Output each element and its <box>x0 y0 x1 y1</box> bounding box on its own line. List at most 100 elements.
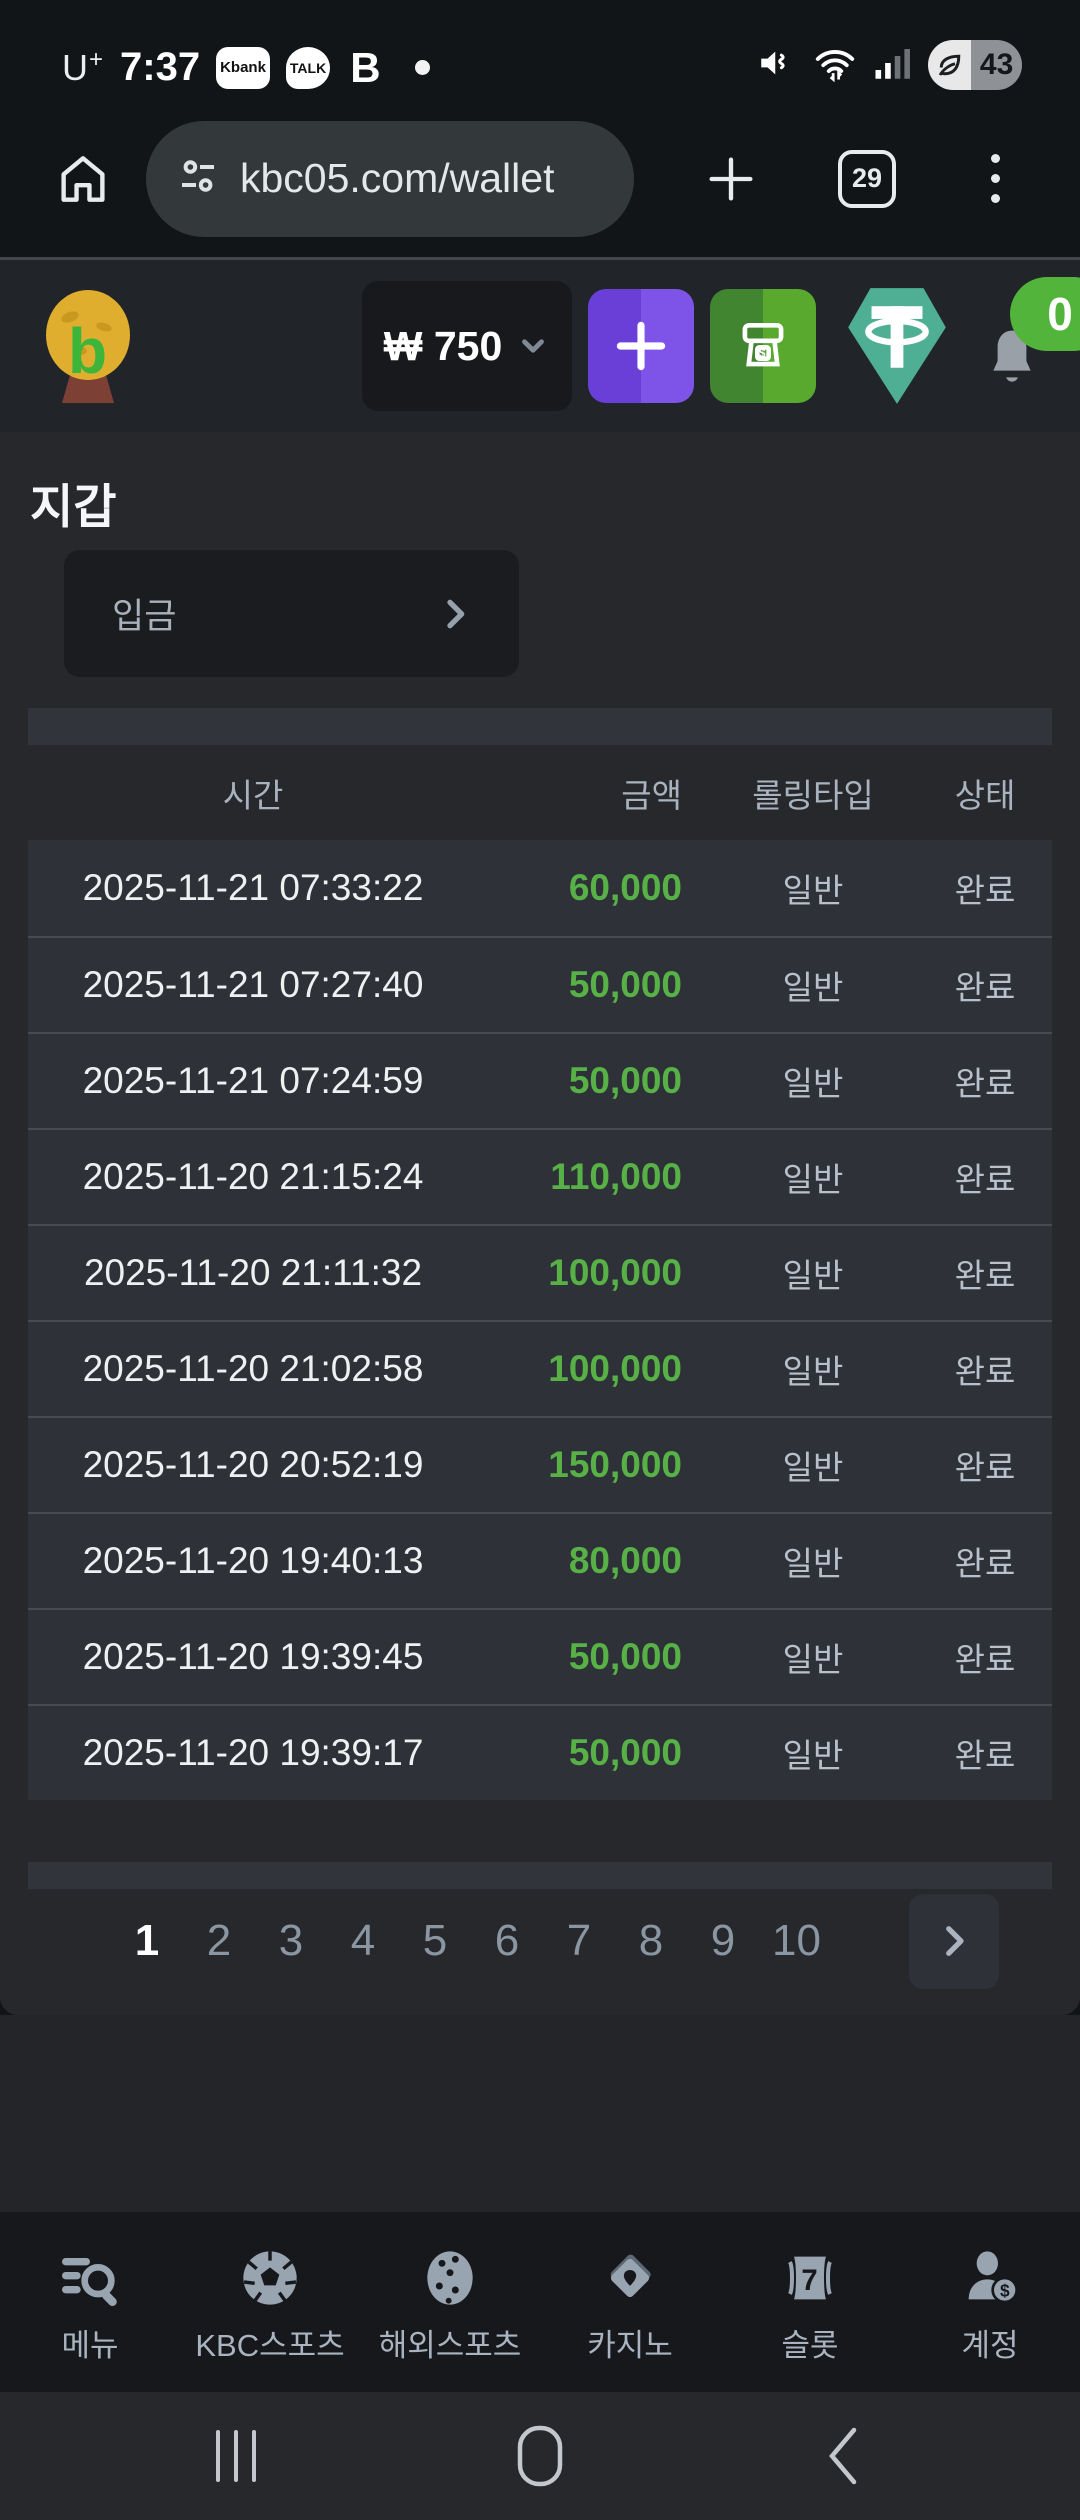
back-button[interactable] <box>811 2421 877 2491</box>
cell-amount: 100,000 <box>548 1348 682 1389</box>
cell-status: 완료 <box>954 969 1016 1006</box>
deposit-label: 입금 <box>112 597 177 636</box>
pagination-page-button[interactable]: 3 <box>278 1916 304 1965</box>
svg-text:$: $ <box>759 346 766 360</box>
table-row: 2025-11-20 20:52:19 150,000 일반 완료 <box>28 1416 1052 1512</box>
browser-menu-button[interactable] <box>970 144 1020 214</box>
chevron-down-icon <box>522 339 545 353</box>
kbank-notification-icon: Kbank <box>216 46 270 89</box>
pagination-page-button[interactable]: 4 <box>350 1916 376 1965</box>
pagination-page-button[interactable]: 9 <box>710 1916 736 1965</box>
cell-status: 완료 <box>954 1545 1016 1582</box>
cell-status: 완료 <box>954 1257 1016 1294</box>
nav-item-kbc-sports[interactable]: KBC스포츠 <box>180 2240 360 2365</box>
account-dollar-icon: $ <box>968 2250 1018 2303</box>
carrier-label: U+ <box>62 46 105 88</box>
cell-time: 2025-11-20 21:11:32 <box>83 1252 423 1293</box>
table-row: 2025-11-20 21:15:24 110,000 일반 완료 <box>28 1128 1052 1224</box>
nav-item-account[interactable]: $ 계정 <box>900 2240 1080 2365</box>
home-button[interactable] <box>507 2421 573 2491</box>
notification-badge: 0 <box>1010 277 1080 351</box>
cell-time: 2025-11-20 19:39:17 <box>82 1732 424 1773</box>
site-header: b ₩ 750 $ 0 <box>0 257 1080 432</box>
table-row: 2025-11-21 07:33:22 60,000 일반 완료 <box>28 840 1052 936</box>
url-text[interactable]: kbc05.com/wallet <box>240 155 555 201</box>
chevron-right-icon <box>447 599 465 628</box>
battery-percent: 43 <box>971 40 1022 90</box>
balance-dropdown[interactable]: ₩ 750 <box>362 281 572 411</box>
nav-label: 해외스포츠 <box>378 2327 522 2363</box>
cash-withdraw-button[interactable]: $ <box>710 289 816 403</box>
pagination-page-button[interactable]: 8 <box>638 1916 664 1965</box>
nav-label: KBC스포츠 <box>195 2327 345 2363</box>
balance-amount: ₩ 750 <box>383 322 503 369</box>
site-logo[interactable]: b <box>40 287 136 405</box>
wifi-icon <box>812 41 858 90</box>
atm-cash-icon: $ <box>742 323 784 367</box>
url-bar[interactable]: kbc05.com/wallet <box>146 120 634 237</box>
pagination-page-button[interactable]: 1 <box>134 1916 160 1965</box>
cell-time: 2025-11-21 07:24:59 <box>82 1060 424 1101</box>
cell-time: 2025-11-21 07:33:22 <box>82 867 424 908</box>
android-status-bar: U+ 7:37 Kbank TALK B 43 <box>0 0 1080 100</box>
site-bottom-nav: 메뉴 KBC스포츠 해외스포츠 카지노 7 슬롯 $ 계정 <box>0 2212 1080 2392</box>
cell-time: 2025-11-20 19:40:13 <box>82 1540 424 1581</box>
battery-saver-leaf-icon <box>928 40 972 90</box>
cell-time: 2025-11-20 19:39:45 <box>82 1636 424 1677</box>
pagination-next-button[interactable] <box>909 1893 999 1989</box>
column-header-rolling-type: 롤링타입 <box>752 776 874 814</box>
nav-item-overseas-sports[interactable]: 해외스포츠 <box>360 2240 540 2365</box>
cell-rolling-type: 일반 <box>782 1257 844 1294</box>
status-right: 43 <box>756 40 1022 90</box>
nav-item-menu[interactable]: 메뉴 <box>0 2240 180 2365</box>
cell-amount: 50,000 <box>568 1060 682 1101</box>
cell-rolling-type: 일반 <box>782 1161 844 1198</box>
casino-card-icon <box>610 2254 651 2297</box>
cell-rolling-type: 일반 <box>782 1065 844 1102</box>
browser-toolbar: kbc05.com/wallet 29 <box>0 100 1080 257</box>
cell-time: 2025-11-20 20:52:19 <box>82 1444 424 1485</box>
table-row: 2025-11-20 21:11:32 100,000 일반 완료 <box>28 1224 1052 1320</box>
nav-item-slots[interactable]: 7 슬롯 <box>720 2240 900 2365</box>
cell-rolling-type: 일반 <box>782 1545 844 1582</box>
notifications-button[interactable]: 0 <box>970 277 1080 411</box>
site-settings-icon[interactable] <box>174 152 222 205</box>
cell-amount: 60,000 <box>568 867 682 908</box>
table-bottom-strip <box>28 1862 1052 1889</box>
tether-button[interactable] <box>836 285 958 407</box>
table-header: 시간 금액 롤링타입 상태 <box>28 745 1052 840</box>
back-chevron-icon <box>829 2427 857 2485</box>
cell-amount: 100,000 <box>548 1252 682 1293</box>
svg-text:b: b <box>68 315 107 387</box>
cell-amount: 50,000 <box>568 964 682 1005</box>
tab-switcher-button[interactable]: 29 <box>838 149 896 208</box>
column-header-status: 상태 <box>954 776 1016 814</box>
page-title: 지갑 <box>30 480 117 533</box>
nav-label: 슬롯 <box>781 2327 839 2363</box>
talk-notification-icon: TALK <box>285 46 331 89</box>
tether-icon <box>848 288 946 404</box>
pagination-page-button[interactable]: 2 <box>206 1916 232 1965</box>
deposit-plus-button[interactable] <box>588 289 694 403</box>
notification-dot-icon <box>414 60 430 75</box>
pagination-page-button[interactable]: 10 <box>772 1916 821 1965</box>
recents-button[interactable] <box>203 2421 269 2491</box>
table-row: 2025-11-20 21:02:58 100,000 일반 완료 <box>28 1320 1052 1416</box>
pagination-page-button[interactable]: 7 <box>566 1916 592 1965</box>
cell-amount: 50,000 <box>568 1732 682 1773</box>
cell-rolling-type: 일반 <box>782 1353 844 1390</box>
table-row: 2025-11-21 07:27:40 50,000 일반 완료 <box>28 936 1052 1032</box>
page-lower-background <box>0 2015 1080 2212</box>
cell-status: 완료 <box>954 1449 1016 1486</box>
new-tab-button[interactable] <box>696 144 766 214</box>
cell-amount: 80,000 <box>568 1540 682 1581</box>
signal-icon <box>872 42 914 89</box>
browser-home-button[interactable] <box>48 144 118 214</box>
nav-item-casino[interactable]: 카지노 <box>540 2240 720 2365</box>
pagination-page-button[interactable]: 5 <box>422 1916 448 1965</box>
column-header-amount: 금액 <box>621 776 682 814</box>
table-body: 2025-11-21 07:33:22 60,000 일반 완료 2025-11… <box>28 840 1052 1800</box>
deposit-link-button[interactable]: 입금 <box>64 550 519 677</box>
pagination-page-button[interactable]: 6 <box>494 1916 520 1965</box>
